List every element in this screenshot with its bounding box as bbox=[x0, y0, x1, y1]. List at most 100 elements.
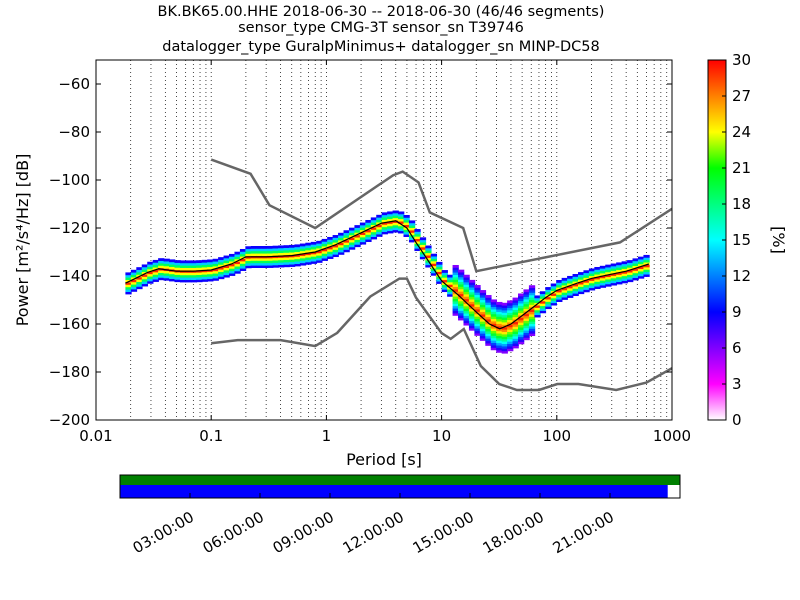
psd-cell bbox=[163, 261, 170, 264]
psd-cell bbox=[496, 301, 503, 305]
psd-cell bbox=[605, 267, 612, 270]
psd-cell bbox=[267, 265, 274, 268]
psd-cell bbox=[201, 276, 209, 280]
psd-cell bbox=[507, 300, 514, 304]
psd-cell bbox=[610, 275, 617, 279]
psd-cell bbox=[332, 249, 339, 253]
psd-cell bbox=[299, 248, 307, 252]
psd-cell bbox=[534, 295, 541, 299]
psd-cell bbox=[354, 241, 361, 245]
psd-cell bbox=[452, 279, 459, 283]
psd-cell bbox=[174, 276, 181, 280]
psd-cell bbox=[348, 239, 356, 243]
psd-cell bbox=[572, 290, 579, 294]
psd-cell bbox=[468, 320, 476, 324]
psd-cell bbox=[392, 220, 399, 223]
psd-cell bbox=[267, 245, 274, 249]
psd-cell bbox=[490, 316, 498, 320]
psd-cell bbox=[561, 292, 568, 296]
psd-cell bbox=[496, 318, 503, 322]
psd-cell bbox=[518, 334, 525, 338]
psd-cell bbox=[490, 333, 498, 336]
psd-cell bbox=[458, 284, 465, 287]
psd-cell bbox=[152, 274, 159, 278]
psd-cell bbox=[376, 226, 383, 230]
psd-cell bbox=[354, 244, 361, 248]
psd-cell bbox=[310, 251, 318, 255]
psd-cell bbox=[327, 256, 334, 259]
psd-cell bbox=[501, 326, 508, 330]
psd-cell bbox=[229, 273, 236, 276]
psd-cell bbox=[632, 272, 639, 276]
psd-cell bbox=[507, 348, 514, 352]
psd-cell bbox=[294, 263, 301, 267]
psd-cell bbox=[496, 316, 503, 320]
psd-cell bbox=[523, 337, 530, 341]
psd-cell bbox=[501, 336, 508, 340]
psd-cell bbox=[267, 250, 274, 254]
psd-cell bbox=[256, 265, 263, 268]
psd-cell bbox=[430, 270, 438, 274]
psd-cell bbox=[501, 324, 508, 328]
psd-cell bbox=[343, 247, 350, 250]
psd-cell bbox=[267, 260, 274, 264]
psd-cell bbox=[523, 334, 530, 338]
psd-cell bbox=[567, 280, 574, 284]
psd-cell bbox=[594, 286, 601, 289]
psd-cell bbox=[627, 267, 634, 271]
psd-cell bbox=[637, 266, 645, 270]
psd-cell bbox=[512, 304, 519, 308]
psd-cell bbox=[419, 242, 427, 245]
psd-cell bbox=[501, 314, 508, 318]
psd-cell bbox=[490, 306, 498, 310]
psd-cell bbox=[556, 294, 563, 298]
psd-cell bbox=[365, 227, 372, 230]
psd-cell bbox=[567, 283, 574, 286]
psd-cell bbox=[294, 258, 301, 262]
psd-cell bbox=[158, 272, 165, 276]
psd-cell bbox=[207, 278, 214, 282]
psd-cell bbox=[447, 284, 454, 288]
psd-cell bbox=[501, 348, 508, 352]
y-axis-ticks: −60 −80 −100 −120 −140 −160 −180 −200 bbox=[49, 75, 672, 429]
psd-cell bbox=[283, 257, 290, 260]
psd-cell bbox=[250, 262, 258, 266]
psd-cell bbox=[627, 272, 634, 275]
psd-cell bbox=[201, 264, 209, 268]
psd-cell bbox=[354, 237, 361, 240]
psd-cell bbox=[474, 333, 481, 336]
psd-cell bbox=[414, 236, 421, 240]
psd-cell bbox=[479, 321, 487, 325]
psd-cell bbox=[616, 274, 623, 278]
psd-cell bbox=[332, 239, 339, 243]
psd-cell bbox=[458, 317, 465, 321]
psd-cell bbox=[196, 260, 203, 264]
psd-cell bbox=[359, 234, 367, 238]
psd-cell bbox=[632, 277, 639, 281]
psd-cell bbox=[539, 305, 547, 309]
psd-cell bbox=[545, 299, 552, 302]
psd-cell bbox=[605, 281, 612, 285]
psd-cell bbox=[468, 289, 476, 293]
psd-cell bbox=[163, 258, 170, 262]
psd-cell bbox=[588, 268, 596, 272]
psd-cell bbox=[501, 341, 508, 344]
psd-cell bbox=[577, 288, 585, 292]
psd-cell bbox=[550, 293, 557, 296]
psd-cell bbox=[474, 321, 481, 324]
psd-cell bbox=[338, 242, 345, 246]
psd-cell bbox=[310, 256, 318, 260]
psd-cell bbox=[637, 261, 645, 265]
psd-cell bbox=[643, 274, 650, 277]
psd-cell bbox=[490, 347, 498, 351]
psd-cell bbox=[518, 307, 525, 311]
psd-cell bbox=[141, 269, 149, 273]
psd-cell bbox=[136, 283, 143, 287]
psd-cell bbox=[594, 281, 601, 285]
psd-cell bbox=[141, 266, 149, 270]
psd-cell bbox=[632, 265, 639, 269]
psd-cell bbox=[452, 276, 459, 280]
psd-cell bbox=[218, 271, 225, 275]
psd-cell bbox=[419, 254, 427, 257]
psd-cell bbox=[463, 291, 470, 295]
